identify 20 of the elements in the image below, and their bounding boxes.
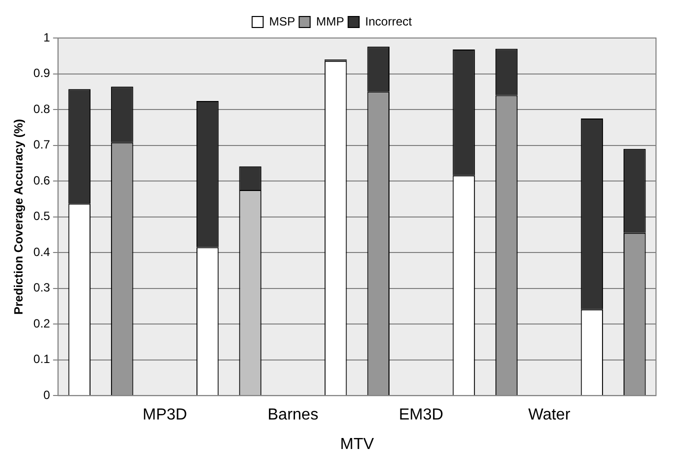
x-tick-label: Barnes [268,406,318,424]
y-tick-label: 0.4 [33,244,50,259]
y-axis-title: Prediction Coverage Accuracy (%) [12,118,26,315]
y-tick-label: 0.1 [33,352,50,366]
y-tick-label: 0.5 [33,209,50,224]
y-tick-label: 0.2 [33,316,50,330]
y-tick-label: 0.9 [33,66,50,80]
x-tick-label: Water [528,406,571,424]
y-tick-label: 0.3 [33,280,50,295]
y-tick-label: 0 [43,388,50,402]
legend-label: MSP [269,14,296,28]
y-tick-label: 0.6 [33,173,50,188]
y-tick-label: 1 [43,30,50,44]
x-tick-label: MP3D [142,406,188,424]
y-tick-label: 0.7 [33,138,50,152]
x-tick-label: EM3D [398,406,444,424]
y-tick-label: 0.8 [33,102,50,116]
x-axis-title: MTV [340,436,374,453]
legend-label: Incorrect [365,14,413,28]
legend-label: MMP [316,14,344,28]
